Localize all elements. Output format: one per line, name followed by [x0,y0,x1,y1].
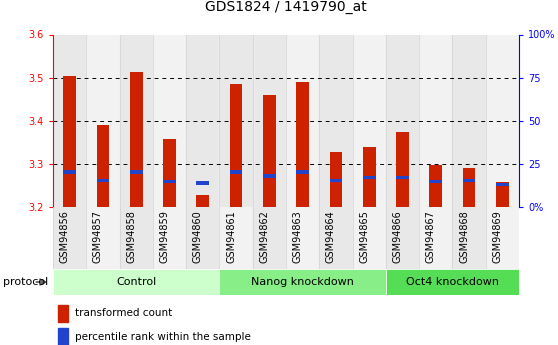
Bar [86,207,119,269]
Text: protocol: protocol [3,277,48,287]
Bar [330,152,342,207]
Bar [286,34,319,207]
Bar [419,34,453,207]
Text: Oct4 knockdown: Oct4 knockdown [406,277,499,287]
Bar [196,181,209,185]
Bar [485,34,519,207]
Bar [419,207,453,269]
Text: GSM94862: GSM94862 [259,210,270,263]
Bar [430,165,442,207]
Bar [219,34,253,207]
Bar [496,182,509,207]
Text: GSM94864: GSM94864 [326,210,336,263]
Text: GSM94859: GSM94859 [160,210,170,263]
Bar [219,207,253,269]
Bar [330,179,342,182]
Bar [53,207,86,269]
Bar [386,269,519,295]
Text: GSM94867: GSM94867 [426,210,436,263]
Bar [163,139,176,207]
Bar [153,34,186,207]
Bar [453,34,485,207]
Text: GSM94858: GSM94858 [126,210,136,263]
Bar [286,207,319,269]
Bar [496,183,509,186]
Bar [296,170,309,174]
Bar [263,95,276,207]
Text: Control: Control [116,277,156,287]
Bar [196,195,209,207]
Text: GSM94863: GSM94863 [292,210,302,263]
Text: GSM94866: GSM94866 [392,210,402,263]
Bar [219,34,253,207]
Bar [453,207,485,269]
Bar [263,174,276,178]
Bar [463,179,475,182]
Text: GSM94860: GSM94860 [193,210,203,263]
Bar [319,34,353,207]
Bar [219,34,253,207]
Text: GDS1824 / 1419790_at: GDS1824 / 1419790_at [205,0,367,14]
Bar [53,269,219,295]
Text: GSM94861: GSM94861 [226,210,236,263]
Bar [130,72,142,207]
Bar [353,207,386,269]
Bar [253,34,286,207]
Bar [63,170,76,174]
Bar [363,176,376,179]
Bar [119,34,153,207]
Bar [97,179,109,182]
Text: GSM94869: GSM94869 [492,210,502,263]
Text: percentile rank within the sample: percentile rank within the sample [75,332,251,342]
Bar [130,170,142,174]
Bar [485,207,519,269]
Text: GSM94868: GSM94868 [459,210,469,263]
Bar [463,168,475,207]
Bar [97,125,109,207]
Text: GSM94865: GSM94865 [359,210,369,263]
Bar [119,207,153,269]
Bar [353,34,386,207]
Bar [230,84,242,207]
Bar [253,207,286,269]
Bar [430,180,442,183]
Bar [57,305,68,322]
Bar [386,207,419,269]
Text: Nanog knockdown: Nanog knockdown [251,277,354,287]
Text: GSM94856: GSM94856 [60,210,70,263]
Bar [319,207,353,269]
Bar [63,76,76,207]
Bar [153,207,186,269]
Bar [396,176,409,179]
Text: GSM94857: GSM94857 [93,210,103,263]
Bar [386,34,419,207]
Bar [53,34,86,207]
Bar [363,147,376,207]
Bar [163,180,176,183]
Bar [296,82,309,207]
Bar [86,34,119,207]
Text: transformed count: transformed count [75,308,172,318]
Bar [57,328,68,345]
Bar [230,170,242,174]
Bar [186,34,219,207]
Bar [396,131,409,207]
Bar [186,207,219,269]
Bar [219,269,386,295]
